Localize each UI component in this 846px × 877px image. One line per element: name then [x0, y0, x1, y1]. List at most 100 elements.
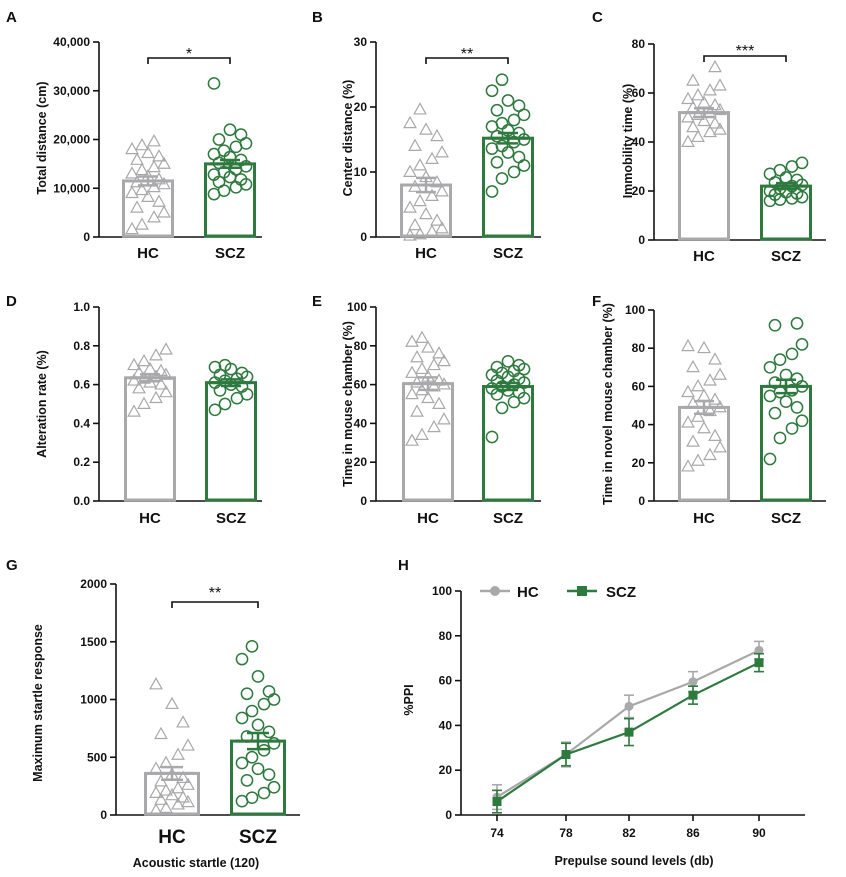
data-point-hc [147, 159, 161, 173]
data-point-hc [135, 162, 149, 176]
data-point-hc [171, 781, 185, 794]
data-point-hc [703, 124, 717, 138]
data-point-hc [681, 110, 695, 123]
data-point-hc [130, 152, 144, 165]
data-point-hc [421, 390, 435, 404]
y-tick-label: 40 [354, 416, 368, 430]
data-point-hc [697, 340, 711, 354]
data-point-scz [790, 317, 804, 330]
data-point-scz [245, 750, 259, 764]
bar-scz [760, 384, 812, 502]
data-point-hc [413, 158, 427, 171]
data-point-hc [691, 88, 705, 101]
data-point-hc [681, 459, 695, 472]
y-tick-label: 0 [100, 808, 107, 822]
data-point-hc [681, 338, 695, 352]
data-point-hc [437, 377, 451, 390]
data-point-hc [421, 340, 435, 353]
category-label-hc: HC [139, 510, 161, 527]
data-point-hc [149, 348, 163, 361]
data-point-scz [779, 395, 793, 409]
data-point-hc [125, 185, 139, 199]
data-point-hc [159, 342, 173, 355]
data-point-hc [686, 73, 700, 86]
panel-letter: C [592, 9, 603, 26]
data-point-scz [495, 116, 509, 130]
data-point-hc [410, 350, 424, 363]
panel-b: B Center distance (%) 0 10 20 30 HC SCZ ** [312, 9, 541, 262]
y-axis-label: Maximum startle response [31, 624, 45, 782]
data-point-hc [408, 179, 422, 192]
data-point-scz [495, 172, 509, 185]
category-label-hc: HC [137, 245, 159, 262]
x-tick-label: 90 [752, 826, 766, 840]
data-point-hc [415, 330, 429, 343]
data-point-scz [251, 670, 265, 683]
y-axis-label: Time in mouse chamber (%) [341, 321, 355, 487]
data-point-hc [681, 91, 695, 105]
data-point-hc [165, 787, 179, 801]
data-point-hc [141, 189, 155, 202]
bar-scz [482, 136, 534, 238]
y-tick-label: 100 [625, 303, 645, 317]
legend-label-scz: SCZ [606, 584, 636, 601]
data-point-hc [176, 770, 190, 783]
data-point-hc [691, 129, 705, 143]
data-point-scz [507, 165, 521, 179]
data-point-scz [492, 797, 502, 807]
data-point-hc [686, 119, 700, 133]
data-point-scz [257, 743, 271, 757]
data-point-scz [234, 128, 248, 141]
data-point-hc [697, 113, 711, 127]
y-tick-label: 40 [439, 718, 453, 732]
data-point-scz [773, 431, 787, 445]
data-point-hc [135, 217, 149, 230]
data-point-hc [697, 420, 711, 434]
category-label-hc: HC [415, 245, 437, 262]
data-point-hc [686, 434, 700, 447]
y-tick-label: 20 [632, 184, 646, 198]
data-point-hc [688, 677, 698, 687]
data-point-scz [485, 430, 499, 444]
y-tick-label: 80 [439, 629, 453, 643]
data-point-hc [181, 794, 195, 808]
y-tick-label: 60 [439, 674, 453, 688]
category-label-hc: HC [417, 510, 439, 527]
panel-h: H %PPI 0 20 40 60 80 100 74 78 82 86 90 Prepulse soun… [398, 557, 805, 868]
data-point-hc [154, 377, 168, 390]
x-axis-label: Acoustic startle (120) [133, 856, 259, 870]
y-tick-label: 20 [354, 100, 368, 114]
data-point-scz [267, 780, 281, 794]
data-point-hc [152, 149, 166, 162]
panel-letter: H [398, 557, 409, 574]
data-point-hc [408, 138, 422, 151]
y-tick-label: 60 [632, 379, 646, 393]
data-point-scz [223, 123, 237, 137]
panel-g: G Maximum startle response 0 500 1000 1500 200… [6, 557, 300, 870]
y-axis-label: %PPI [402, 684, 416, 715]
data-point-hc [159, 800, 173, 814]
data-point-scz [262, 685, 276, 698]
data-point-scz [779, 171, 793, 184]
data-point-scz [267, 693, 281, 706]
data-point-hc [410, 404, 424, 417]
data-point-scz [245, 704, 259, 718]
significance-stars: * [186, 46, 192, 63]
data-point-hc [147, 179, 161, 193]
data-point-scz [495, 401, 509, 415]
data-point-hc [691, 453, 705, 466]
data-point-hc [132, 381, 146, 394]
category-label-scz: SCZ [493, 245, 523, 262]
data-point-hc [425, 188, 439, 201]
category-label-scz: SCZ [216, 510, 246, 527]
data-point-scz [257, 786, 271, 800]
data-point-hc [703, 447, 717, 461]
data-point-hc [149, 390, 163, 404]
data-point-scz [501, 354, 515, 368]
y-tick-label: 80 [354, 339, 368, 353]
category-label-hc: HC [693, 510, 715, 527]
x-tick-label: 82 [622, 826, 636, 840]
y-tick-label: 0 [638, 233, 645, 247]
legend-marker-hc [490, 586, 500, 596]
significance-bracket [171, 601, 259, 608]
